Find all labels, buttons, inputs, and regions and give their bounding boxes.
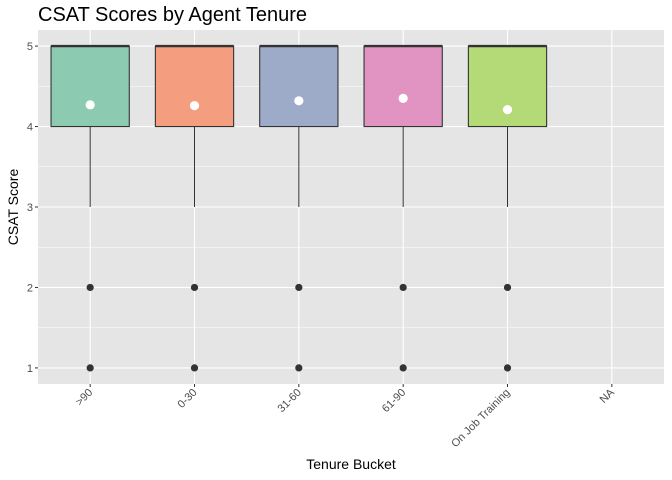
outlier-point: [399, 364, 407, 372]
box-group: [154, 44, 235, 372]
box-group: [259, 44, 339, 372]
box: [467, 45, 548, 128]
mean-point: [85, 100, 95, 110]
x-tick-label: >90: [74, 387, 96, 409]
x-axis-title: Tenure Bucket: [306, 456, 396, 472]
x-tick-label: 0-30: [176, 387, 200, 411]
y-tick-label: 1: [27, 363, 33, 375]
outlier-point: [399, 283, 407, 292]
y-axis-title: CSAT Score: [5, 169, 21, 246]
y-tick-label: 3: [27, 202, 33, 214]
boxes: [50, 44, 548, 372]
outlier-point: [190, 364, 199, 372]
outlier-point: [295, 364, 303, 372]
chart-title: CSAT Scores by Agent Tenure: [38, 4, 308, 26]
box: [154, 45, 235, 128]
box: [363, 45, 443, 128]
box: [50, 45, 130, 128]
x-tick-label: 61-90: [380, 387, 408, 415]
box-group: [467, 44, 548, 372]
y-axis-ticks: 1 2 3 4 5: [27, 41, 38, 375]
outlier-point: [503, 364, 512, 372]
box-group: [363, 44, 443, 372]
x-axis-ticks: >90 0-30 31-60 61-90 On Job Training NA: [74, 384, 618, 450]
box: [259, 45, 339, 128]
mean-point: [398, 93, 408, 103]
outlier-point: [86, 364, 94, 372]
x-tick-label: On Job Training: [449, 387, 512, 450]
mean-point: [189, 101, 200, 111]
y-tick-label: 4: [27, 122, 33, 134]
mean-point: [502, 105, 513, 115]
y-tick-label: 2: [27, 282, 33, 294]
outlier-point: [295, 283, 303, 292]
y-tick-label: 5: [27, 41, 33, 53]
outlier-point: [86, 283, 94, 292]
mean-point: [294, 96, 304, 106]
box-group: [50, 44, 130, 372]
outlier-point: [503, 283, 512, 292]
x-tick-label: NA: [598, 386, 618, 406]
outlier-point: [190, 283, 199, 292]
x-tick-label: 31-60: [276, 387, 304, 415]
